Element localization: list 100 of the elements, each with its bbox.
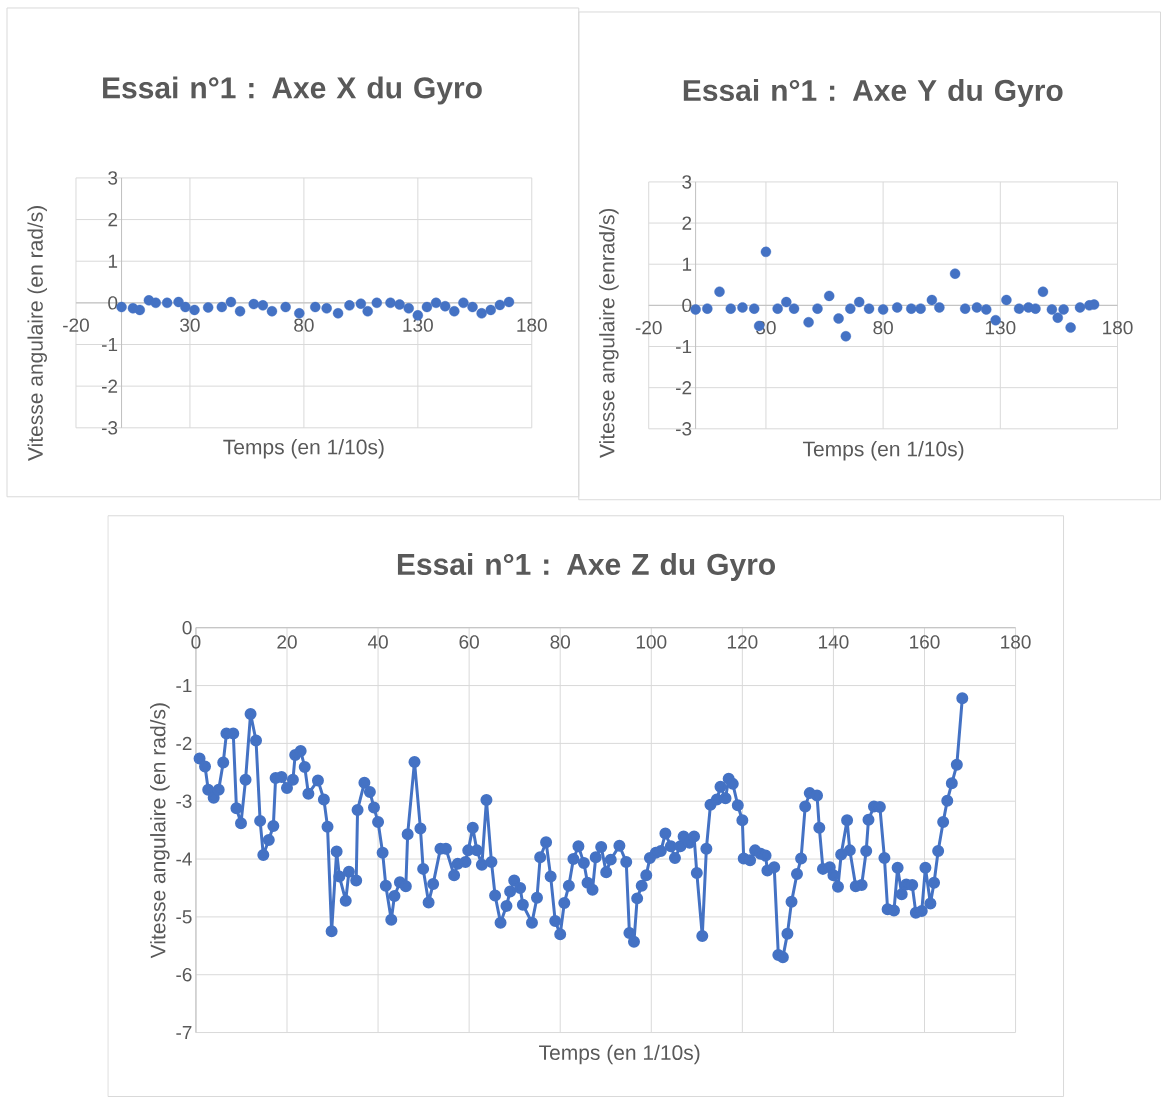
point: [439, 300, 451, 312]
point: [725, 303, 736, 314]
x-tick-label: 80: [550, 635, 571, 649]
point: [503, 296, 515, 308]
point: [202, 302, 214, 313]
point: [266, 305, 278, 317]
point: [234, 305, 246, 317]
x-tick-label: -20: [63, 318, 89, 332]
point: [788, 303, 800, 314]
point: [248, 298, 259, 310]
point: [467, 301, 478, 313]
y-tick-label: 2: [682, 216, 692, 230]
point: [840, 331, 852, 342]
point: [394, 299, 405, 310]
y-tick-label: -3: [101, 421, 118, 435]
y-axis-title: Vitesse angulaire (enrad/s): [599, 208, 619, 458]
y-tick-label: -1: [676, 339, 692, 354]
point: [1052, 312, 1063, 323]
point: [189, 304, 200, 316]
point: [485, 304, 496, 316]
point: [449, 305, 460, 317]
y-tick-label: 3: [108, 171, 118, 185]
x-tick-label: 80: [873, 320, 893, 335]
point: [803, 317, 814, 328]
point: [385, 297, 396, 309]
point: [812, 303, 823, 314]
y-tick-label: 1: [682, 257, 692, 271]
point: [845, 303, 856, 314]
chart-title: Essai n°1 : Axe X du Gyro: [103, 76, 482, 105]
point: [180, 301, 191, 313]
point: [959, 303, 971, 314]
point: [458, 297, 469, 309]
point: [863, 303, 875, 314]
point: [1037, 286, 1049, 297]
point: [1065, 322, 1076, 333]
y-axis-title: Vitesse angulaire (en rad/s): [150, 703, 170, 959]
point: [332, 308, 344, 319]
point: [971, 302, 983, 313]
x-tick-label: 60: [459, 635, 479, 649]
y-tick-label: -5: [176, 910, 192, 924]
x-tick-label: -20: [635, 320, 662, 335]
point: [403, 303, 414, 314]
point: [321, 303, 332, 314]
x-tick-label: 180: [1103, 320, 1133, 335]
point: [760, 246, 772, 258]
point: [150, 297, 161, 309]
y-tick-label: 0: [182, 621, 192, 635]
y-tick-label: -2: [676, 381, 692, 395]
point: [1058, 304, 1069, 315]
point: [833, 313, 844, 324]
point: [355, 298, 367, 309]
x-tick-label: 80: [294, 318, 314, 332]
point: [906, 303, 917, 314]
point: [981, 304, 992, 315]
point: [915, 303, 926, 314]
y-tick-label: 0: [108, 296, 118, 310]
y-tick-label: -1: [176, 679, 192, 693]
y-tick-label: -7: [176, 1026, 192, 1040]
x-tick-label: 130: [985, 320, 1016, 335]
point: [371, 297, 382, 309]
point: [310, 301, 321, 313]
x-tick-label: 20: [277, 635, 297, 649]
point: [161, 297, 173, 309]
x-tick-label: 130: [403, 318, 433, 332]
x-tick-label: 120: [727, 635, 758, 649]
point: [824, 290, 835, 302]
x-tick-label: 180: [1001, 635, 1031, 649]
point: [225, 296, 237, 308]
x-tick-label: 0: [191, 635, 201, 649]
point: [421, 301, 433, 313]
point: [749, 303, 760, 314]
point: [714, 286, 725, 297]
y-axis-title: Vitesse angulaire (en rad/s): [27, 206, 48, 461]
point: [280, 301, 291, 313]
y-tick-label: -6: [176, 967, 192, 982]
point: [257, 300, 269, 311]
y-tick-label: 1: [108, 254, 118, 268]
point: [877, 304, 889, 315]
point: [702, 303, 713, 314]
point: [430, 297, 442, 309]
y-tick-label: -1: [101, 337, 118, 352]
point: [494, 299, 506, 311]
point: [772, 303, 783, 314]
x-tick-label: 160: [910, 635, 940, 649]
x-axis-title: Temps (en 1/10s): [802, 441, 964, 461]
chart-title: Essai n°1 : Axe Y du Gyro: [683, 79, 1063, 108]
y-tick-label: 0: [682, 298, 692, 313]
y-tick-label: -3: [676, 422, 692, 436]
point: [781, 296, 792, 308]
x-axis-title: Temps (en 1/10s): [223, 439, 384, 459]
point: [1001, 294, 1012, 306]
x-tick-label: 100: [636, 635, 667, 649]
point: [134, 304, 145, 316]
chart-title: Essai n°1 : Axe Z du Gyro: [397, 553, 775, 581]
y-tick-label: 2: [108, 212, 118, 227]
point: [1030, 303, 1041, 314]
point: [294, 308, 305, 319]
point: [949, 268, 961, 279]
point: [737, 302, 748, 313]
y-tick-label: 3: [682, 175, 692, 189]
